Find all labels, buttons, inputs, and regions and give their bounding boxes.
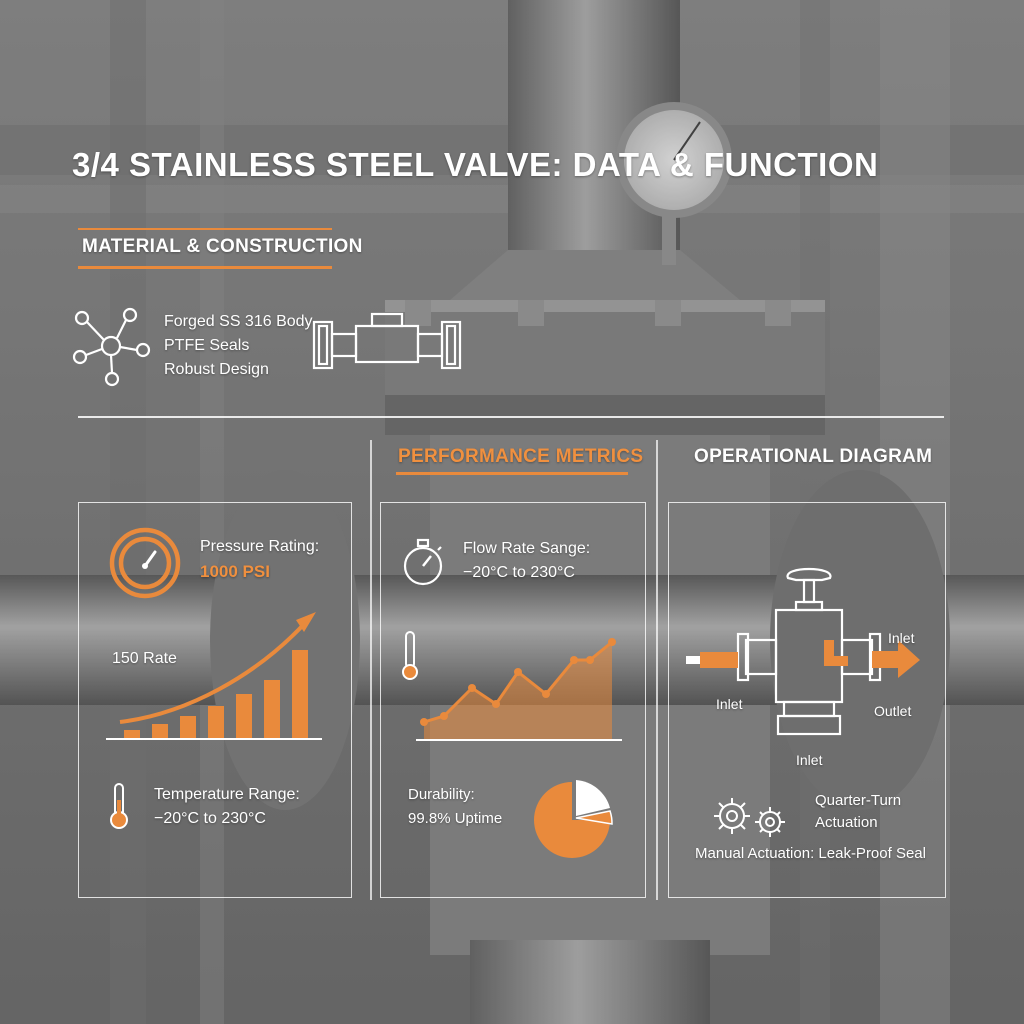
- performance-heading-underline: [396, 472, 628, 475]
- diagram-outlet: Outlet: [874, 703, 912, 719]
- section-divider: [78, 416, 944, 418]
- rate-label: 150 Rate: [112, 650, 177, 667]
- performance-heading: PERFORMANCE METRICS: [398, 446, 644, 467]
- material-heading: MATERIAL & CONSTRUCTION: [82, 236, 363, 257]
- pie-slice-white: [576, 780, 610, 816]
- gears-icon: [714, 798, 785, 837]
- thermometer-small-icon: [402, 631, 418, 680]
- flow-line-chart: [416, 638, 622, 741]
- material-item-design: Robust Design: [164, 361, 269, 378]
- gauge-icon: [109, 527, 181, 599]
- pressure-label: Pressure Rating:: [200, 538, 320, 555]
- temperature-value: −20°C to 230°C: [154, 810, 266, 827]
- pie-slice-main: [534, 782, 610, 858]
- durability-value: 99.8% Uptime: [408, 810, 503, 827]
- diagram-inlet-bottom: Inlet: [796, 752, 823, 768]
- valve-icon: [312, 312, 462, 370]
- rate-bar-chart: [106, 612, 322, 740]
- rate-bar-6: [264, 680, 280, 738]
- rate-bar-2: [152, 724, 168, 738]
- flow-panel: [380, 502, 646, 898]
- stopwatch-icon: [403, 538, 443, 586]
- pressure-panel: [78, 502, 352, 898]
- network-icon: [72, 307, 151, 387]
- flow-value: −20°C to 230°C: [463, 564, 575, 581]
- temperature-label: Temperature Range:: [154, 786, 300, 803]
- actuation-line-1: Quarter-Turn: [815, 792, 902, 809]
- diagram-inlet-top: Inlet: [888, 630, 915, 646]
- thermometer-icon: [110, 783, 128, 829]
- material-heading-underline: [78, 266, 332, 269]
- actuation-line-2: Actuation: [815, 814, 878, 831]
- durability-label: Durability:: [408, 786, 475, 803]
- diagram-footer: Manual Actuation: Leak-Proof Seal: [695, 845, 926, 862]
- rate-bar-4: [208, 706, 224, 738]
- pie-slice-orange-2: [575, 810, 613, 825]
- rate-bar-3: [180, 716, 196, 738]
- page-title: 3/4 STAINLESS STEEL VALVE: DATA & FUNCTI…: [72, 146, 879, 183]
- column-divider-2: [656, 440, 658, 900]
- column-divider-1: [370, 440, 372, 900]
- rate-bar-5: [236, 694, 252, 738]
- operational-diagram: [686, 568, 920, 736]
- pressure-value: 1000 PSI: [200, 562, 270, 581]
- material-item-seals: PTFE Seals: [164, 337, 250, 354]
- rate-trend-arrow: [119, 620, 308, 724]
- diagram-panel: [668, 502, 946, 898]
- flow-label: Flow Rate Sange:: [463, 540, 591, 557]
- material-heading-top-rule: [78, 228, 332, 230]
- material-item-body: Forged SS 316 Body: [164, 313, 313, 330]
- rate-bar-7: [292, 650, 308, 738]
- diagram-heading: OPERATIONAL DIAGRAM: [694, 446, 933, 467]
- rate-bar-1: [124, 730, 140, 738]
- diagram-inlet-left: Inlet: [716, 696, 743, 712]
- durability-pie-chart: [534, 780, 613, 858]
